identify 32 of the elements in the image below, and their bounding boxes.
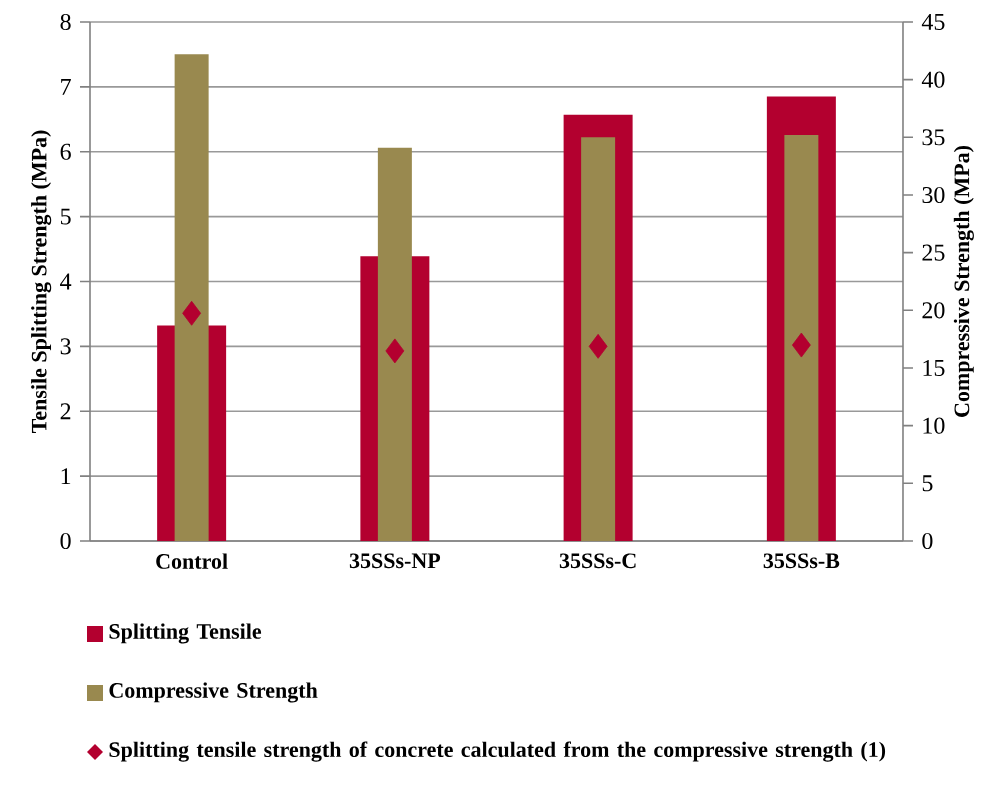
point	[588, 333, 608, 359]
y-tick-label: 0	[60, 532, 71, 550]
y2-axis-title: Compressive Strength (MPa)	[953, 146, 974, 417]
y2-tick-label: 25	[922, 244, 945, 261]
y2-tick-label: 30	[922, 186, 945, 204]
x-tick-label: Control	[156, 553, 228, 569]
y2-tick-label: 10	[923, 417, 945, 434]
y-tick-label: 2	[60, 403, 71, 420]
y2-tick-label: 20	[922, 302, 945, 319]
y2-tick-label: 45	[921, 13, 945, 30]
y2-tick-label: 15	[923, 359, 945, 377]
y-tick-label: 7	[61, 79, 71, 95]
x-tick-label: 35SSs-B	[763, 553, 840, 569]
legend-label: Splitting tensile strength of concrete calculated from the compressive strength (1)	[109, 741, 886, 762]
y2-tick-label: 35	[922, 129, 945, 146]
y-tick-label: 3	[60, 338, 71, 355]
y2-tick-label: 0	[922, 532, 933, 550]
point	[182, 300, 202, 326]
y-tick-label: 5	[60, 208, 71, 225]
y-tick-label: 4	[60, 273, 72, 290]
y-tick-label: 6	[60, 143, 71, 160]
point	[791, 332, 811, 358]
x-tick-label: 35SSs-C	[559, 553, 636, 569]
y2-tick-label: 5	[922, 475, 933, 492]
y-tick-label: 8	[60, 13, 71, 31]
y-tick-label: 1	[61, 468, 71, 485]
legend-label: Compressive Strength	[109, 682, 318, 703]
legend-label: Splitting Tensile	[109, 623, 262, 644]
point	[385, 338, 405, 364]
y-axis-title: Tensile Splitting Strength (MPa)	[31, 130, 52, 434]
x-tick-label: 35SSs-NP	[349, 553, 441, 569]
y2-tick-label: 40	[921, 71, 945, 88]
